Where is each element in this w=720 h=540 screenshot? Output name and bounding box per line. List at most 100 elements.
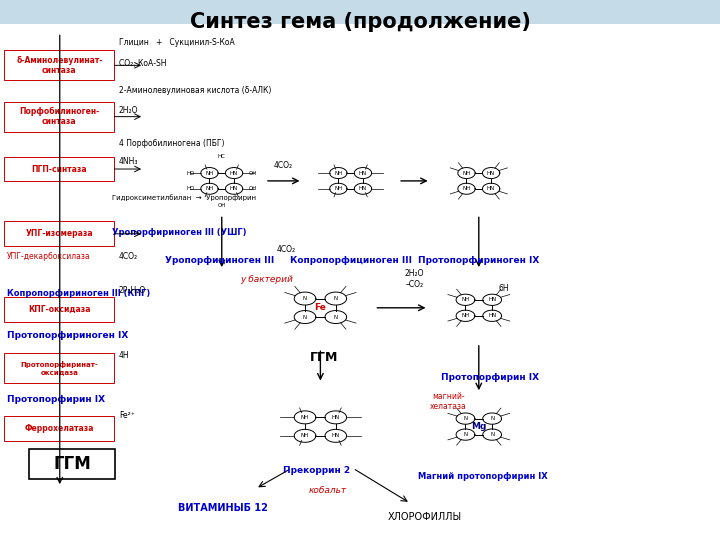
Polygon shape (201, 183, 218, 194)
Text: ХЛОРОФИЛЛЫ: ХЛОРОФИЛЛЫ (388, 512, 462, 522)
Polygon shape (325, 292, 346, 305)
Text: HO: HO (186, 186, 195, 191)
Text: Глицин   +   Сукцинил-S-КоА: Глицин + Сукцинил-S-КоА (119, 38, 235, 46)
Text: у бактерий: у бактерий (240, 275, 293, 284)
Polygon shape (456, 429, 474, 440)
Text: 4H: 4H (119, 351, 130, 360)
Text: CO₂, КоА-SH: CO₂, КоА-SH (119, 59, 166, 68)
FancyBboxPatch shape (4, 50, 114, 80)
FancyBboxPatch shape (4, 157, 114, 181)
Text: HN: HN (359, 171, 367, 176)
Text: OH: OH (248, 171, 257, 176)
Polygon shape (201, 167, 218, 179)
Text: ГГМ: ГГМ (53, 455, 91, 473)
Text: УПГ-декарбоксилаза: УПГ-декарбоксилаза (7, 252, 91, 261)
Polygon shape (225, 183, 243, 194)
Text: Протопорфиринат-
оксидаза: Протопорфиринат- оксидаза (21, 361, 98, 375)
Text: 2-Аминолевулиновая кислота (δ-АЛК): 2-Аминолевулиновая кислота (δ-АЛК) (119, 86, 271, 95)
Text: Синтез гема (продолжение): Синтез гема (продолжение) (189, 12, 531, 32)
Polygon shape (294, 310, 316, 323)
Polygon shape (354, 183, 372, 194)
Text: HN: HN (332, 433, 340, 438)
Polygon shape (483, 294, 502, 306)
FancyBboxPatch shape (29, 449, 115, 479)
Text: 2P₂H₂O: 2P₂H₂O (119, 286, 146, 295)
Polygon shape (458, 183, 475, 194)
Text: УПГ-изомераза: УПГ-изомераза (26, 230, 93, 238)
FancyBboxPatch shape (4, 297, 114, 322)
Polygon shape (330, 183, 347, 194)
Text: 4 Порфобилиногена (ПБГ): 4 Порфобилиногена (ПБГ) (119, 139, 225, 147)
Text: Fe²⁺: Fe²⁺ (119, 411, 135, 420)
Text: NH: NH (301, 433, 309, 438)
Text: NH: NH (462, 298, 469, 302)
Text: HN: HN (488, 313, 496, 318)
Text: HN: HN (488, 298, 496, 302)
Text: HN: HN (359, 186, 367, 191)
Text: Mg: Mg (471, 422, 487, 431)
Text: Магний протопорфирин IX: Магний протопорфирин IX (418, 472, 547, 481)
Text: N: N (303, 296, 307, 301)
Text: ВИТАМИНЫБ 12: ВИТАМИНЫБ 12 (179, 503, 268, 512)
Text: NH: NH (205, 186, 214, 191)
Text: N: N (334, 314, 338, 320)
Polygon shape (225, 167, 243, 179)
Text: кобальт: кобальт (309, 486, 346, 495)
Text: N: N (464, 432, 467, 437)
Polygon shape (483, 429, 502, 440)
Text: HN: HN (230, 186, 238, 191)
Text: δ-Аминолевулинат-
синтаза: δ-Аминолевулинат- синтаза (17, 56, 102, 75)
Polygon shape (294, 292, 316, 305)
Text: HN: HN (332, 415, 340, 420)
Text: NH: NH (334, 171, 343, 176)
Text: N: N (490, 432, 494, 437)
Text: N: N (490, 416, 494, 421)
Text: HC: HC (218, 154, 225, 159)
Polygon shape (483, 310, 502, 321)
Text: NH: NH (462, 171, 471, 176)
Polygon shape (325, 411, 346, 424)
Text: Уропорфициноген III: Уропорфициноген III (165, 256, 274, 265)
Text: N: N (334, 296, 338, 301)
FancyBboxPatch shape (4, 102, 114, 132)
Text: 4CO₂: 4CO₂ (274, 161, 293, 170)
Polygon shape (354, 167, 372, 179)
Text: магний-
хелатаза: магний- хелатаза (430, 392, 467, 411)
Polygon shape (330, 167, 347, 179)
Polygon shape (456, 310, 474, 321)
Text: Уропорфириноген III (УШГ): Уропорфириноген III (УШГ) (112, 228, 246, 237)
Polygon shape (482, 183, 500, 194)
Text: N: N (303, 314, 307, 320)
Text: Феррохелатаза: Феррохелатаза (24, 424, 94, 433)
Polygon shape (325, 429, 346, 442)
Text: 4CO₂: 4CO₂ (119, 252, 138, 261)
Text: Порфобилиноген-
синтаза: Порфобилиноген- синтаза (19, 107, 99, 126)
Text: 4NH₃: 4NH₃ (119, 158, 138, 166)
Text: 6H: 6H (499, 285, 509, 293)
Text: Протопорфириноген IX: Протопорфириноген IX (418, 256, 539, 265)
Text: ПГП-синтаза: ПГП-синтаза (32, 165, 87, 173)
Text: N: N (464, 416, 467, 421)
FancyBboxPatch shape (4, 221, 114, 246)
FancyBboxPatch shape (0, 24, 720, 540)
Text: Fe: Fe (315, 303, 326, 312)
FancyBboxPatch shape (4, 416, 114, 441)
Text: HN: HN (487, 171, 495, 176)
Text: OH: OH (248, 186, 257, 191)
Text: NH: NH (462, 313, 469, 318)
Text: Гидроксиметилбилан  →  Уропорфирин: Гидроксиметилбилан → Уропорфирин (112, 194, 256, 200)
Text: NH: NH (334, 186, 343, 191)
Text: NH: NH (205, 171, 214, 176)
Text: 2H₂O
–CO₂: 2H₂O –CO₂ (405, 269, 425, 289)
Polygon shape (482, 167, 500, 179)
Polygon shape (294, 411, 316, 424)
Polygon shape (456, 294, 474, 306)
Text: HN: HN (230, 171, 238, 176)
Polygon shape (458, 167, 475, 179)
Text: 2H₂O: 2H₂O (119, 106, 138, 115)
Text: Протопорфирин IX: Протопорфирин IX (441, 374, 539, 382)
Text: КПГ-оксидаза: КПГ-оксидаза (28, 305, 91, 314)
FancyBboxPatch shape (4, 353, 114, 383)
Polygon shape (294, 429, 316, 442)
Text: ГГМ: ГГМ (310, 351, 338, 364)
